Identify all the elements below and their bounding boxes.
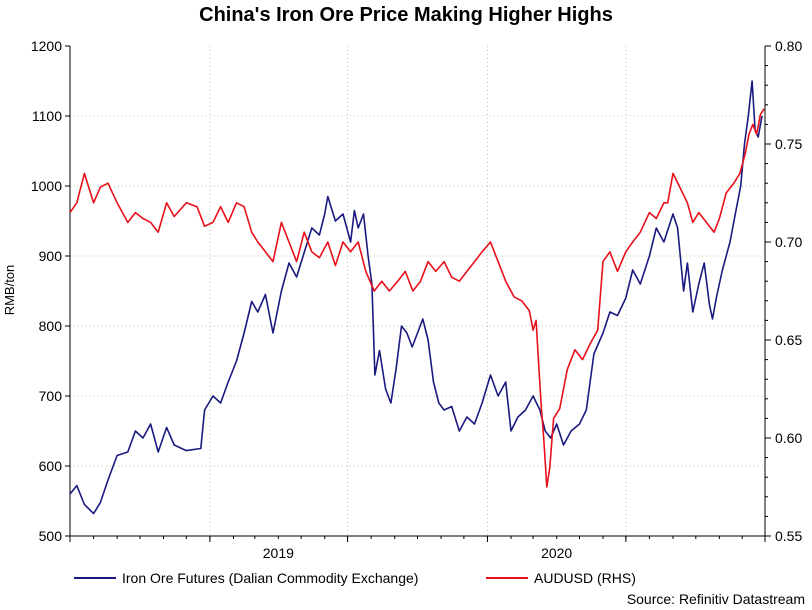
left-tick-label: 1200 [31, 38, 62, 54]
right-tick-label: 0.55 [775, 528, 802, 544]
right-tick-label: 0.70 [775, 234, 802, 250]
axis-layer [69, 46, 766, 537]
left-tick-label: 500 [39, 528, 63, 544]
right-tick-label: 0.75 [775, 136, 802, 152]
right-tick-label: 0.60 [775, 430, 802, 446]
series-layer [69, 80, 765, 515]
left-tick-label: 600 [39, 458, 63, 474]
left-y-axis-ticks: 500 600 700 800 900 1000 1100 1200 [31, 38, 70, 544]
series-line-iron-ore [69, 80, 763, 515]
left-tick-label: 1100 [32, 108, 62, 124]
left-tick-label: 900 [39, 248, 63, 264]
left-tick-label: 1000 [31, 178, 62, 194]
x-axis-ticks: 2019 2020 [69, 536, 766, 561]
legend-label-aud: AUDUSD (RHS) [534, 570, 636, 586]
right-tick-label: 0.80 [775, 38, 802, 54]
x-tick-label: 2019 [263, 545, 294, 561]
source-note: Source: Refinitiv Datastream [627, 591, 805, 607]
left-tick-label: 700 [39, 388, 63, 404]
right-tick-label: 0.65 [775, 332, 802, 348]
x-tick-label: 2020 [541, 545, 572, 561]
left-tick-label: 800 [39, 318, 63, 334]
chart-title: China's Iron Ore Price Making Higher Hig… [199, 4, 613, 26]
series-line-audusd [69, 108, 765, 488]
left-y-axis-title: RMB/ton [2, 265, 17, 316]
right-y-axis-ticks: 0.55 0.60 0.65 0.70 0.75 0.80 [765, 38, 802, 544]
legend-label-iron: Iron Ore Futures (Dalian Commodity Excha… [122, 570, 418, 586]
grid-layer [70, 46, 765, 536]
